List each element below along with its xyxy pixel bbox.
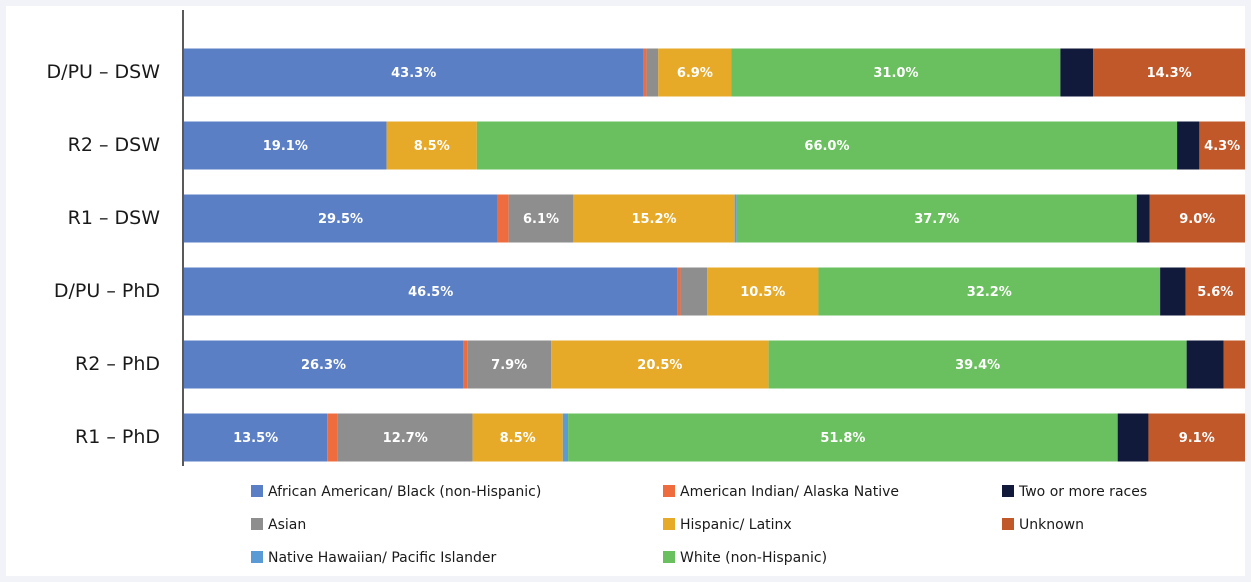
bar-segment	[1060, 48, 1094, 97]
data-label: 26.3%	[301, 358, 346, 373]
bar-segment	[1136, 194, 1150, 243]
bar-segment	[551, 340, 769, 389]
bar-segment	[646, 48, 659, 97]
data-label: 20.5%	[637, 358, 682, 373]
data-label: 10.5%	[740, 285, 785, 300]
bar-segment	[658, 48, 732, 97]
legend-swatch	[251, 485, 263, 497]
bar-segment	[1093, 48, 1245, 97]
bar-segment	[184, 121, 387, 170]
bar-segment	[568, 413, 1118, 462]
bar-segment	[736, 194, 1137, 243]
legend-swatch	[663, 518, 675, 530]
data-label: 43.3%	[391, 66, 436, 81]
bar-segment	[184, 267, 678, 316]
bar-segment	[472, 413, 563, 462]
data-label: 13.5%	[233, 431, 278, 446]
data-label: 12.7%	[383, 431, 428, 446]
bar-segment	[463, 340, 468, 389]
data-label: 32.2%	[967, 285, 1012, 300]
y-tick-label: R1 – DSW	[68, 207, 161, 229]
y-tick-label: D/PU – PhD	[54, 280, 160, 302]
bar-segment	[476, 121, 1178, 170]
y-tick-label: R1 – PhD	[75, 426, 160, 448]
bar-segment	[1199, 121, 1245, 170]
bar-segment	[386, 121, 477, 170]
legend-label: American Indian/ Alaska Native	[680, 484, 899, 500]
data-label: 9.0%	[1179, 212, 1215, 227]
bar-segment	[184, 413, 328, 462]
bar-segment	[1223, 340, 1245, 389]
legend-label: Hispanic/ Latinx	[680, 517, 792, 533]
legend-swatch	[251, 518, 263, 530]
bar-segment	[496, 194, 509, 243]
data-label: 14.3%	[1147, 66, 1192, 81]
data-label: 6.9%	[677, 66, 713, 81]
bar-segment	[643, 48, 647, 97]
data-label: 46.5%	[408, 285, 453, 300]
bar-segment	[184, 340, 464, 389]
data-label: 5.6%	[1197, 285, 1233, 300]
bar-segment	[1149, 194, 1245, 243]
bar-segment	[734, 194, 737, 243]
data-label: 66.0%	[804, 139, 849, 154]
data-label: 7.9%	[491, 358, 527, 373]
bar-segment	[1185, 267, 1245, 316]
data-label: 15.2%	[631, 212, 676, 227]
y-tick-label: R2 – DSW	[68, 134, 161, 156]
data-label: 19.1%	[263, 139, 308, 154]
bar-segment	[677, 267, 681, 316]
data-label: 4.3%	[1204, 139, 1240, 154]
bar-segment	[573, 194, 735, 243]
data-label: 8.5%	[414, 139, 450, 154]
bar-segment	[1186, 340, 1224, 389]
legend-swatch	[663, 551, 675, 563]
data-label: 39.4%	[955, 358, 1000, 373]
bar-segment	[337, 413, 473, 462]
bar-segment	[1148, 413, 1245, 462]
data-label: 31.0%	[873, 66, 918, 81]
data-label: 9.1%	[1179, 431, 1215, 446]
bar-segment	[768, 340, 1187, 389]
legend-swatch	[1002, 485, 1014, 497]
legend-swatch	[251, 551, 263, 563]
data-label: 51.8%	[820, 431, 865, 446]
y-tick-label: D/PU – DSW	[47, 61, 161, 83]
bar-segment	[327, 413, 338, 462]
bar-segment	[562, 413, 569, 462]
legend-label: Asian	[268, 517, 306, 533]
bar-segment	[1160, 267, 1186, 316]
bar-segment	[731, 48, 1061, 97]
bar-segment	[1177, 121, 1200, 170]
bar-segment	[184, 48, 644, 97]
data-label: 6.1%	[523, 212, 559, 227]
legend-label: Two or more races	[1018, 484, 1147, 500]
bar-segment	[508, 194, 574, 243]
data-label: 8.5%	[500, 431, 536, 446]
data-label: 37.7%	[914, 212, 959, 227]
legend-label: African American/ Black (non-Hispanic)	[268, 484, 541, 500]
legend-label: White (non-Hispanic)	[680, 550, 827, 566]
bar-segment	[467, 340, 552, 389]
data-label: 29.5%	[318, 212, 363, 227]
bar-segment	[1117, 413, 1149, 462]
legend-swatch	[663, 485, 675, 497]
legend-label: Native Hawaiian/ Pacific Islander	[268, 550, 497, 566]
legend-swatch	[1002, 518, 1014, 530]
y-tick-label: R2 – PhD	[75, 353, 160, 375]
bar-segment	[818, 267, 1161, 316]
bar-segment	[184, 194, 497, 243]
bar-segment	[680, 267, 708, 316]
bar-segment	[707, 267, 819, 316]
legend-label: Unknown	[1019, 517, 1084, 533]
